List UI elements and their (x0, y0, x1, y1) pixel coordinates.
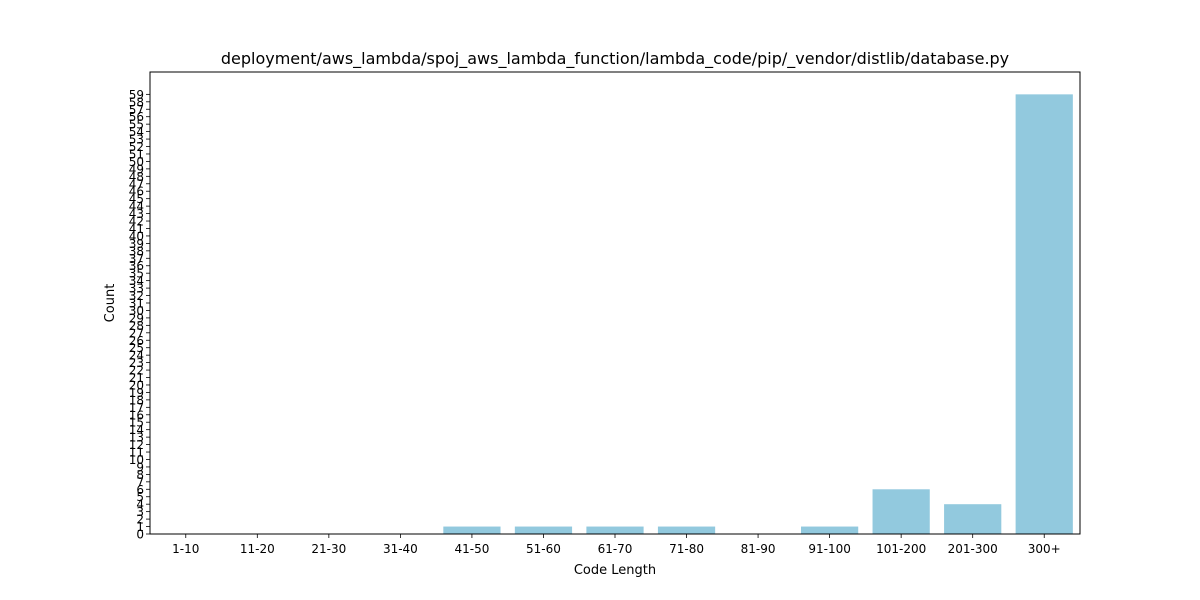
y-tick-label: 17 (129, 401, 144, 415)
y-tick-label: 24 (129, 349, 144, 363)
y-tick-label: 16 (129, 408, 144, 422)
y-tick-label: 4 (136, 498, 144, 512)
y-tick-label: 12 (129, 438, 144, 452)
y-tick-label: 33 (129, 282, 144, 296)
y-tick-label: 39 (129, 237, 144, 251)
x-axis: 1-10 11-20 21-30 31-40 41-50 51-60 61-70 71-80 8… (172, 534, 1061, 556)
y-tick-label: 28 (129, 319, 144, 333)
y-tick-label: 41 (129, 222, 144, 236)
y-tick-label: 36 (129, 259, 144, 273)
y-tick-label: 7 (136, 475, 144, 489)
y-tick-label: 43 (129, 207, 144, 221)
y-tick-label: 6 (136, 483, 144, 497)
y-tick-label: 52 (129, 140, 144, 154)
y-tick-label: 50 (129, 155, 144, 169)
y-tick-label: 10 (129, 453, 144, 467)
y-tick-label: 40 (129, 229, 144, 243)
y-tick-label: 13 (129, 431, 144, 445)
y-tick-label: 9 (136, 460, 144, 474)
bar-101-200 (872, 489, 930, 534)
y-tick-label: 19 (129, 386, 144, 400)
y-axis: 0123456789101112131415161718192021222324… (129, 88, 150, 542)
x-tick-label: 11-20 (240, 542, 275, 556)
y-tick-label: 44 (129, 200, 144, 214)
x-tick-label: 31-40 (383, 542, 418, 556)
y-tick-label: 35 (129, 267, 144, 281)
y-tick-label: 26 (129, 334, 144, 348)
plot-frame (149, 71, 1081, 535)
bar-71-80 (657, 526, 716, 534)
y-tick-label: 22 (129, 364, 144, 378)
bar-51-60 (514, 526, 573, 534)
y-tick-label: 3 (136, 505, 144, 519)
y-tick-label: 2 (136, 513, 144, 527)
bar-91-100 (801, 526, 859, 534)
y-tick-label: 45 (129, 192, 144, 206)
y-tick-label: 48 (129, 170, 144, 184)
bar-201-300 (944, 504, 1002, 534)
y-tick-label: 46 (129, 185, 144, 199)
y-tick-label: 1 (136, 520, 144, 534)
y-tick-label: 47 (129, 177, 144, 191)
y-tick-label: 37 (129, 252, 144, 266)
y-tick-label: 15 (129, 416, 144, 430)
x-tick-label: 101-200 (876, 542, 926, 556)
y-tick-label: 27 (129, 326, 144, 340)
x-tick-label: 71-80 (669, 542, 704, 556)
y-tick-label: 20 (129, 378, 144, 392)
y-tick-label: 5 (136, 490, 144, 504)
y-tick-label: 59 (129, 88, 144, 102)
y-tick-label: 25 (129, 341, 144, 355)
y-tick-label: 8 (136, 468, 144, 482)
x-tick-label: 201-300 (948, 542, 998, 556)
chart-title: deployment/aws_lambda/spoj_aws_lambda_fu… (221, 49, 1009, 69)
y-tick-label: 29 (129, 311, 144, 325)
bar-41-50 (443, 526, 501, 534)
bar-300+ (1015, 94, 1073, 535)
x-tick-label: 51-60 (526, 542, 561, 556)
x-tick-label: 81-90 (741, 542, 776, 556)
y-tick-label: 32 (129, 289, 144, 303)
x-tick-label: 21-30 (311, 542, 346, 556)
y-tick-label: 42 (129, 215, 144, 229)
y-tick-label: 30 (129, 304, 144, 318)
y-tick-label: 51 (129, 147, 144, 161)
x-tick-label: 61-70 (598, 542, 633, 556)
y-tick-label: 31 (129, 297, 144, 311)
y-tick-label: 56 (129, 110, 144, 124)
y-tick-label: 14 (129, 423, 144, 437)
y-tick-label: 58 (129, 95, 144, 109)
y-tick-label: 34 (129, 274, 144, 288)
y-tick-label: 0 (136, 528, 144, 542)
bar-61-70 (586, 526, 644, 534)
bars (443, 94, 1073, 535)
x-tick-label: 1-10 (172, 542, 199, 556)
y-tick-label: 18 (129, 393, 144, 407)
y-tick-label: 53 (129, 133, 144, 147)
x-tick-label: 300+ (1028, 542, 1061, 556)
y-tick-label: 38 (129, 244, 144, 258)
y-tick-label: 49 (129, 162, 144, 176)
y-tick-label: 57 (129, 103, 144, 117)
y-tick-label: 11 (129, 446, 144, 460)
x-axis-label: Code Length (574, 563, 656, 578)
x-tick-label: 91-100 (808, 542, 851, 556)
y-tick-label: 23 (129, 356, 144, 370)
y-tick-label: 55 (129, 118, 144, 132)
x-tick-label: 41-50 (454, 542, 489, 556)
y-axis-label: Count (103, 284, 118, 323)
y-tick-label: 54 (129, 125, 144, 139)
y-tick-label: 21 (129, 371, 144, 385)
